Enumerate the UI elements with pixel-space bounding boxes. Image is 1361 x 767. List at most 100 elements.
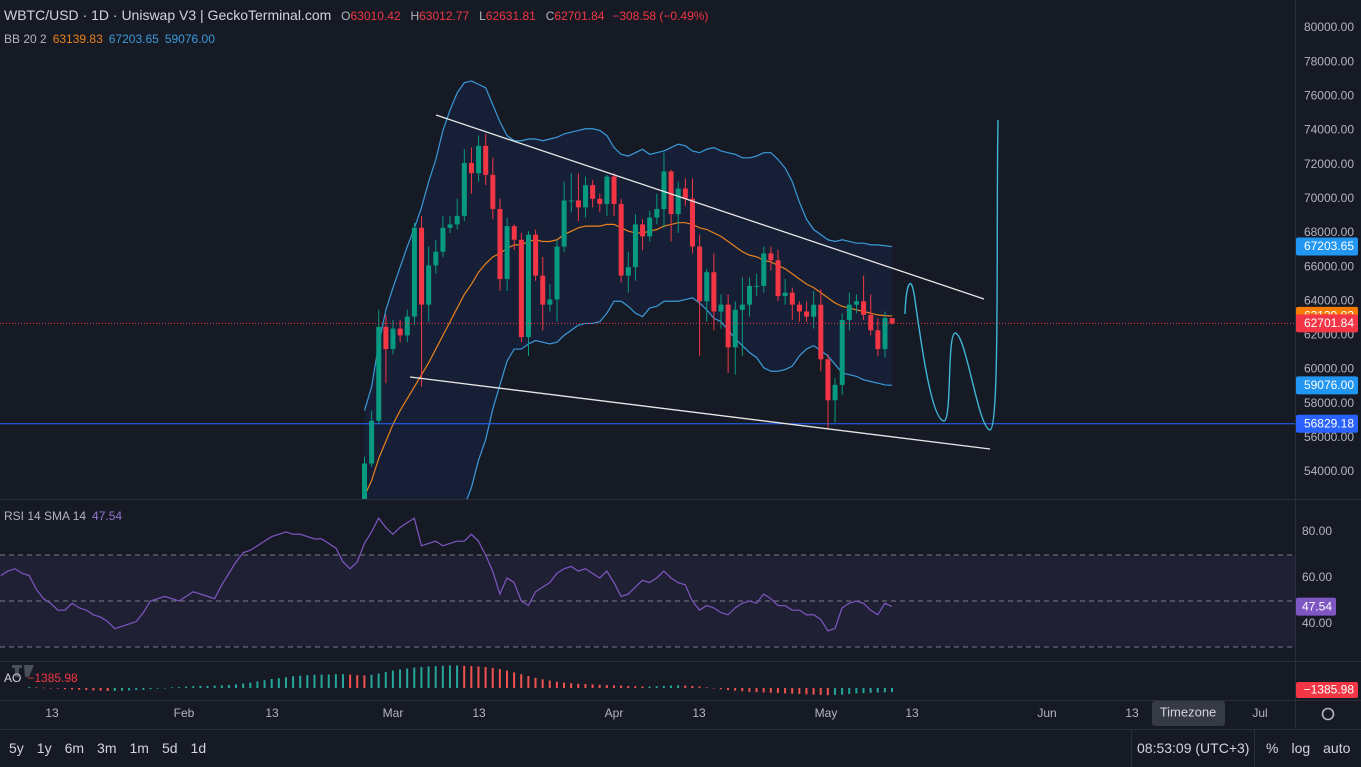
y-tick-label: 54000.00 <box>1304 464 1354 478</box>
ao-bar <box>113 688 116 692</box>
candle-body <box>433 251 439 266</box>
ao-bar <box>456 665 459 689</box>
scale-option[interactable]: log <box>1291 740 1311 756</box>
ao-bar <box>598 684 601 689</box>
ao-bar <box>292 676 295 689</box>
range-button[interactable]: 5d <box>161 740 178 756</box>
candle-body <box>704 272 710 302</box>
x-tick-label: 13 <box>45 706 59 720</box>
ao-bar <box>534 677 537 689</box>
ao-bar <box>71 688 74 690</box>
ao-bar <box>85 688 88 691</box>
bb-lower-line <box>466 297 893 499</box>
ao-bar <box>463 665 466 689</box>
candle-body <box>654 209 660 218</box>
candle-body <box>376 326 382 421</box>
ao-bar <box>620 685 623 689</box>
bb-middle: 63139.83 <box>52 32 103 46</box>
scale-option[interactable]: % <box>1266 740 1279 756</box>
x-tick-label: Jun <box>1037 706 1056 720</box>
bb-lower: 59076.00 <box>164 32 215 46</box>
ao-bar <box>712 688 715 689</box>
bb-label: BB 20 2 <box>4 32 47 46</box>
candle-body <box>561 200 567 247</box>
ohlc-value: 62701.84 <box>554 9 605 23</box>
candle-body <box>411 227 417 317</box>
scale-option[interactable]: auto <box>1323 740 1351 756</box>
candle-body <box>547 299 553 305</box>
ao-bar <box>206 685 209 689</box>
ao-bar <box>505 670 508 689</box>
drawings <box>409 114 999 450</box>
range-button[interactable]: 1m <box>129 740 149 756</box>
ao-bar <box>192 686 195 689</box>
candle-body <box>447 224 453 228</box>
candle-body <box>868 314 874 331</box>
ao-bar <box>570 683 573 689</box>
range-button[interactable]: 5y <box>9 740 24 756</box>
candle-body <box>604 176 610 204</box>
y-tick-label: 58000.00 <box>1304 396 1354 410</box>
candle-body <box>575 200 581 208</box>
ao-bar <box>541 679 544 689</box>
ao-bar <box>727 688 730 691</box>
clock[interactable]: 08:53:09 (UTC+3) <box>1131 730 1256 767</box>
range-button[interactable]: 1d <box>190 740 207 756</box>
rsi-tick-label: 60.00 <box>1302 570 1332 584</box>
ao-bar <box>719 688 722 690</box>
ao-bar <box>441 665 444 689</box>
ao-bar <box>655 686 658 689</box>
candle-body <box>875 330 881 350</box>
ohlc-key: O <box>341 9 351 23</box>
symbol-title: WBTC/USD · 1D · Uniswap V3 | GeckoTermin… <box>4 7 332 23</box>
range-button[interactable]: 1y <box>36 740 52 756</box>
ao-bar <box>213 685 216 689</box>
y-tick-label: 72000.00 <box>1304 157 1354 171</box>
axes: 80000.00 78000.00 76000.00 74000.00 72000.00… <box>45 20 1358 720</box>
rsi-badge <box>1296 597 1336 616</box>
rsi-band-fill <box>0 554 1295 647</box>
candle-body <box>618 203 624 276</box>
x-tick-label: 13 <box>905 706 919 720</box>
rsi-label: RSI 14 SMA 14 <box>4 509 87 523</box>
ao-bar <box>677 685 680 689</box>
candle-body <box>647 217 653 237</box>
candle-body <box>754 285 760 287</box>
ao-bar <box>128 688 131 691</box>
candle-body <box>554 246 560 300</box>
candle-body <box>468 162 474 174</box>
ao-bar <box>106 688 109 692</box>
candle-body <box>483 145 489 175</box>
ao-bar <box>555 681 558 689</box>
candle-body <box>689 198 695 247</box>
ao-bar <box>684 685 687 689</box>
ao-bar <box>691 685 694 689</box>
x-tick-label: 13 <box>1125 706 1139 720</box>
candle-body <box>568 200 574 202</box>
candle-body <box>461 162 467 216</box>
ao-bar <box>377 673 380 689</box>
x-tick-label: 13 <box>472 706 486 720</box>
range-button[interactable]: 3m <box>97 740 117 756</box>
ao-bar <box>520 674 523 689</box>
ao-bar <box>734 688 737 691</box>
ao-bar <box>805 688 808 695</box>
ao-bar <box>641 686 644 689</box>
candle-body <box>768 253 774 261</box>
x-tick-label: 13 <box>265 706 279 720</box>
ao-bar <box>334 674 337 689</box>
price-badge <box>1296 237 1358 256</box>
price-badge <box>1296 314 1358 333</box>
ao-pane <box>28 665 893 696</box>
range-button[interactable]: 6m <box>64 740 85 756</box>
candle-body <box>747 285 753 305</box>
settings-icon[interactable] <box>1321 707 1335 721</box>
candle-body <box>597 198 603 204</box>
candle-body <box>725 304 731 348</box>
candle-body <box>697 246 703 302</box>
candle-body <box>718 304 724 312</box>
candle-body <box>583 185 589 208</box>
bb-middle-line <box>363 222 893 497</box>
ao-bar <box>28 687 31 689</box>
